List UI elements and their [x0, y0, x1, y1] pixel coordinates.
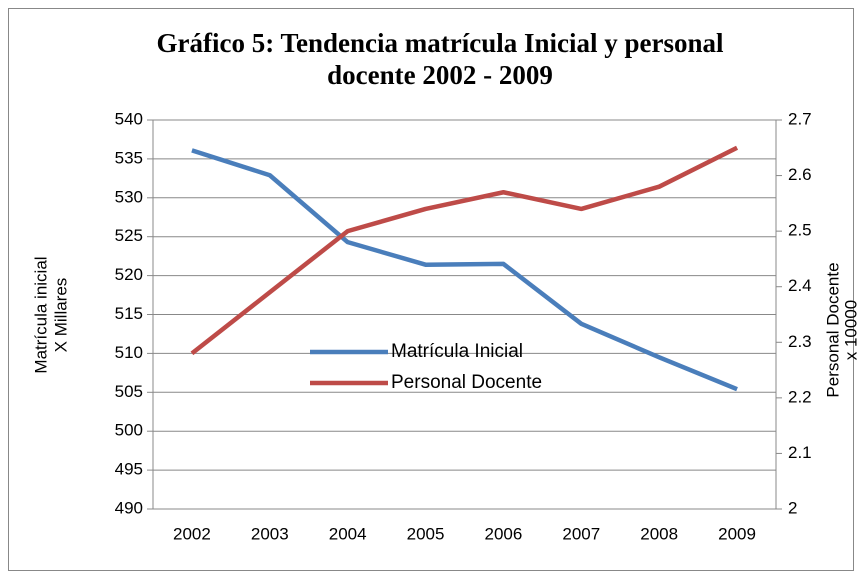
y2-tick-label: 2.1 — [788, 443, 812, 462]
y2-tick-label: 2.7 — [788, 109, 812, 128]
x-tick-label: 2002 — [173, 524, 211, 543]
y2-tick-label: 2.3 — [788, 332, 812, 351]
chart-title: docente 2002 - 2009 — [327, 60, 553, 90]
legend-label: Matrícula Inicial — [391, 341, 523, 362]
y-tick-label: 530 — [115, 187, 143, 206]
x-tick-label: 2003 — [251, 524, 289, 543]
y-tick-label: 495 — [115, 460, 143, 479]
y2-tick-label: 2.2 — [788, 387, 812, 406]
x-tick-label: 2009 — [718, 524, 756, 543]
x-tick-label: 2007 — [562, 524, 600, 543]
y-tick-label: 540 — [115, 109, 143, 128]
y2-tick-label: 2.4 — [788, 276, 812, 295]
line-series — [191, 148, 738, 392]
legend-label: Personal Docente — [391, 372, 542, 393]
y2-axis-label: Personal Docente — [823, 262, 842, 397]
y2-tick-label: 2 — [788, 498, 797, 517]
y-tick-label: 500 — [115, 421, 143, 440]
y-tick-label: 490 — [115, 498, 143, 517]
y-tick-label: 505 — [115, 382, 143, 401]
y-tick-label: 510 — [115, 343, 143, 362]
y2-tick-label: 2.5 — [788, 221, 812, 240]
chart-border — [8, 8, 854, 571]
x-tick-label: 2005 — [407, 524, 445, 543]
x-tick-label: 2006 — [485, 524, 523, 543]
y-tick-label: 525 — [115, 226, 143, 245]
y-axis-label: X Millares — [51, 278, 70, 353]
x-tick-label: 2004 — [329, 524, 367, 543]
y2-axis-label: x 10000 — [841, 300, 860, 361]
y2-tick-label: 2.6 — [788, 165, 812, 184]
y-tick-label: 515 — [115, 304, 143, 323]
line-series — [190, 145, 739, 356]
y-tick-label: 520 — [115, 265, 143, 284]
y-axis-label: Matrícula inicial — [31, 256, 50, 373]
x-tick-label: 2008 — [640, 524, 678, 543]
y-tick-label: 535 — [115, 148, 143, 167]
chart-title: Gráfico 5: Tendencia matrícula Inicial y… — [157, 28, 724, 58]
